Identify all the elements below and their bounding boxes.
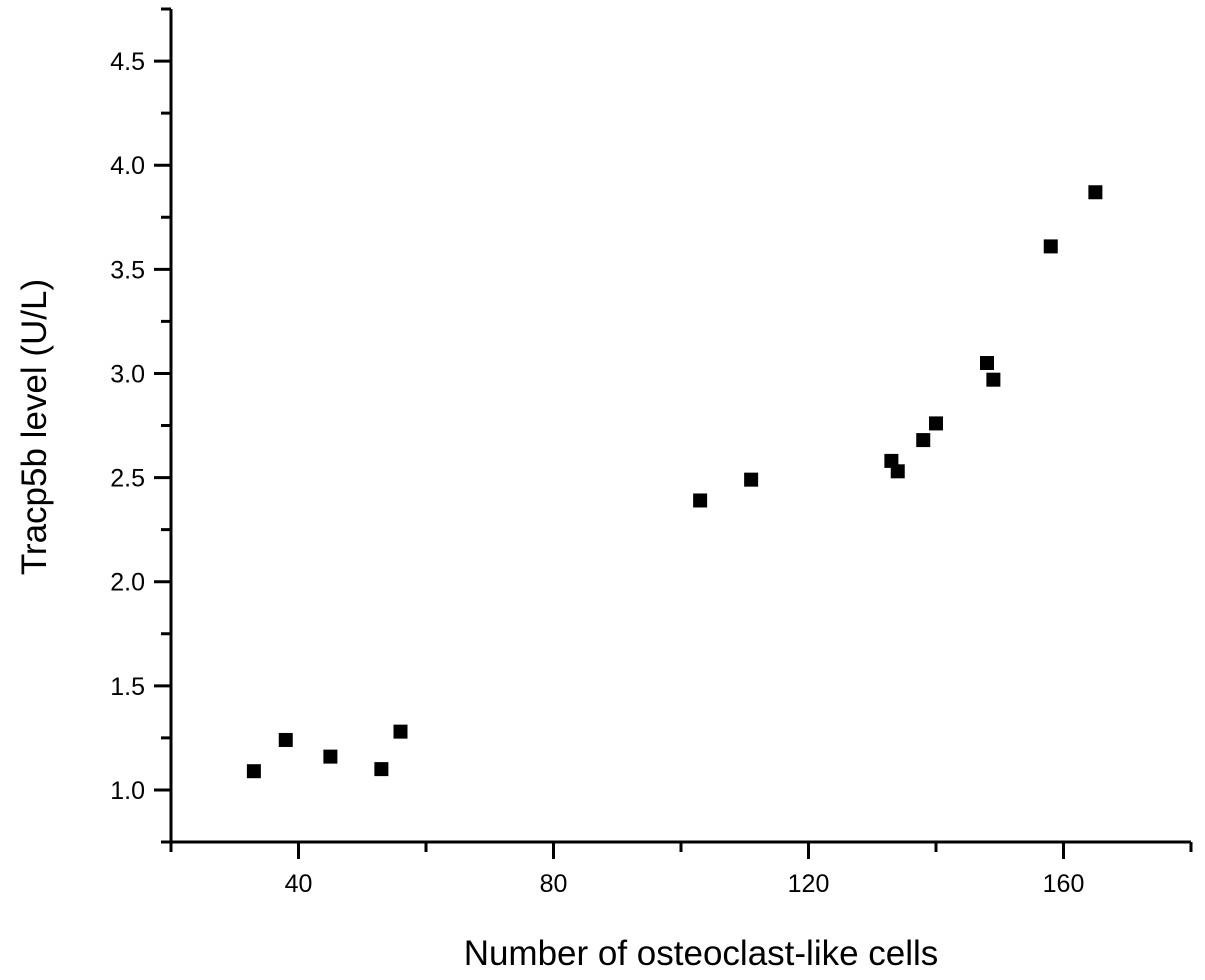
y-tick-label: 3.5: [110, 256, 145, 284]
y-tick-label: 2.0: [110, 569, 145, 597]
y-tick-label: 1.5: [110, 673, 145, 701]
data-point: [323, 749, 338, 764]
x-axis-title: Number of osteoclast-like cells: [464, 934, 939, 973]
x-tick-label: 40: [285, 870, 313, 898]
data-point: [916, 433, 931, 448]
data-point: [1043, 239, 1058, 254]
y-tick-label: 3.0: [110, 360, 145, 388]
axes: 40 80 120 160 1.0 1.5 2.0 2.5 3.0 3.5 4.0 4.5: [110, 7, 1193, 898]
data-point: [980, 356, 994, 371]
x-tick-label: 80: [540, 870, 568, 898]
x-tick-label: 160: [1043, 870, 1085, 898]
data-point: [929, 416, 943, 431]
data-point: [986, 372, 1001, 387]
y-tick-label: 4.0: [110, 152, 145, 180]
y-tick-label: 4.5: [110, 48, 145, 76]
y-tick-label: 2.5: [110, 465, 145, 493]
y-axis-title: Tracp5b level (U/L): [15, 279, 54, 575]
data-point: [393, 724, 408, 739]
data-point: [278, 732, 293, 747]
data-points: [246, 185, 1103, 779]
y-tick-label: 1.0: [110, 777, 145, 805]
data-point: [744, 472, 759, 487]
data-point: [1088, 185, 1103, 200]
data-point: [890, 464, 905, 479]
data-point: [693, 493, 708, 508]
data-point: [374, 762, 389, 777]
x-tick-label: 120: [788, 870, 830, 898]
data-point: [246, 764, 261, 779]
